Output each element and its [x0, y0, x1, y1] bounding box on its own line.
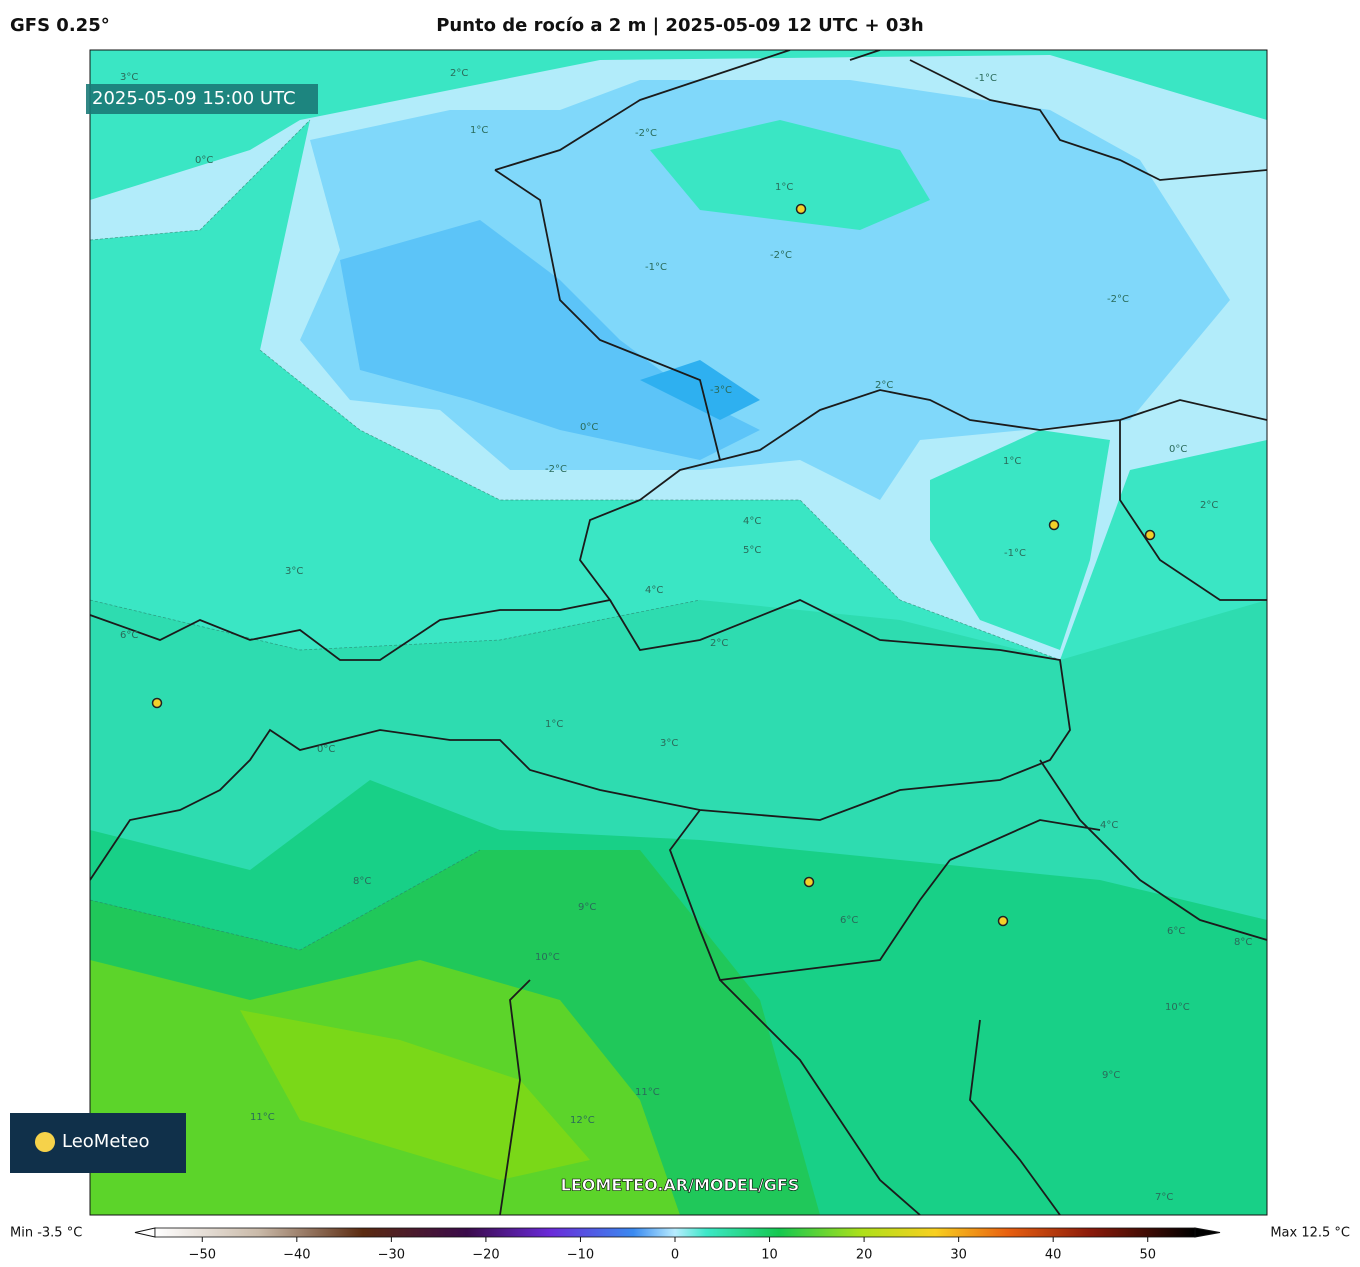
contour-label: -1°C — [975, 73, 997, 84]
colorbar-right-end — [1194, 1227, 1221, 1238]
colorbar-tick-label: −30 — [378, 1248, 405, 1263]
contour-label: 2°C — [875, 380, 893, 391]
contour-label: 9°C — [578, 902, 596, 913]
contour-label: 6°C — [120, 630, 138, 641]
contour-label: -2°C — [545, 464, 567, 475]
colorbar-tick-label: −10 — [567, 1248, 594, 1263]
map-field: 3°C 2°C 1°C 0°C -1°C -2°C -1°C 1°C -2°C -3°C 0°C -2… — [90, 50, 1267, 1215]
contour-label: 5°C — [743, 545, 761, 556]
contour-label: 11°C — [250, 1112, 275, 1123]
model-name: GFS 0.25° — [10, 15, 110, 36]
city-dots — [151, 203, 1156, 927]
colorbar-tick-label: 30 — [950, 1248, 967, 1263]
contour-label: 4°C — [1100, 820, 1118, 831]
contour-label: 3°C — [660, 738, 678, 749]
contour-label: 0°C — [580, 422, 598, 433]
contour-label: -3°C — [710, 385, 732, 396]
contour-label: -1°C — [1004, 548, 1026, 559]
valid-time: 2025-05-09 15:00 UTC — [92, 88, 296, 109]
contour-label: -2°C — [635, 128, 657, 139]
colorbar-tick-label: −20 — [472, 1248, 499, 1263]
colorbar-tick-label: 10 — [761, 1248, 778, 1263]
watermark: LEOMETEO.AR/MODEL/GFS — [561, 1176, 800, 1195]
contour-label: -2°C — [770, 250, 792, 261]
contour-label: 0°C — [1169, 444, 1187, 455]
contour-label: 0°C — [317, 744, 335, 755]
contour-label: 12°C — [570, 1115, 595, 1126]
contour-label: 6°C — [1167, 926, 1185, 937]
contour-label: 10°C — [535, 952, 560, 963]
contour-label: 3°C — [285, 566, 303, 577]
contour-label: 2°C — [710, 638, 728, 649]
contour-label: -1°C — [645, 262, 667, 273]
contour-label: 1°C — [775, 182, 793, 193]
contour-label: 8°C — [353, 876, 371, 887]
contour-label: 9°C — [1102, 1070, 1120, 1081]
max-label: Max 12.5 °C — [1270, 1226, 1350, 1241]
contour-label: 1°C — [1003, 456, 1021, 467]
contour-label: 11°C — [635, 1087, 660, 1098]
colorbar-tick-label: 40 — [1045, 1248, 1062, 1263]
contour-label: 6°C — [840, 915, 858, 926]
min-label: Min -3.5 °C — [10, 1226, 82, 1241]
logo-text: LeoMeteo — [62, 1131, 150, 1152]
contour-label: 4°C — [743, 516, 761, 527]
contour-label: 2°C — [450, 68, 468, 79]
contour-label: 10°C — [1165, 1002, 1190, 1013]
colorbar-tick-label: 50 — [1139, 1248, 1156, 1263]
contour-label: 1°C — [545, 719, 563, 730]
contour-label: 1°C — [470, 125, 488, 136]
logo-sun — [35, 1132, 55, 1152]
colorbar-tick-label: 20 — [856, 1248, 873, 1263]
contour-label: 0°C — [195, 155, 213, 166]
map-title: Punto de rocío a 2 m | 2025-05-09 12 UTC… — [436, 15, 924, 36]
contour-label: 7°C — [1155, 1192, 1173, 1203]
colorbar-tick-label: −50 — [189, 1248, 216, 1263]
contour-label: 8°C — [1234, 937, 1252, 948]
time-box — [86, 84, 318, 114]
map-frame — [89, 49, 1268, 1216]
colorbar — [154, 1227, 1196, 1238]
colorbar-tick-label: 0 — [671, 1248, 679, 1263]
colorbar-tick-label: −40 — [283, 1248, 310, 1263]
colorbar-left-end — [134, 1227, 156, 1238]
contour-label: 2°C — [1200, 500, 1218, 511]
contour-label: -2°C — [1107, 294, 1129, 305]
contour-label: 4°C — [645, 585, 663, 596]
contour-label: 3°C — [120, 72, 138, 83]
